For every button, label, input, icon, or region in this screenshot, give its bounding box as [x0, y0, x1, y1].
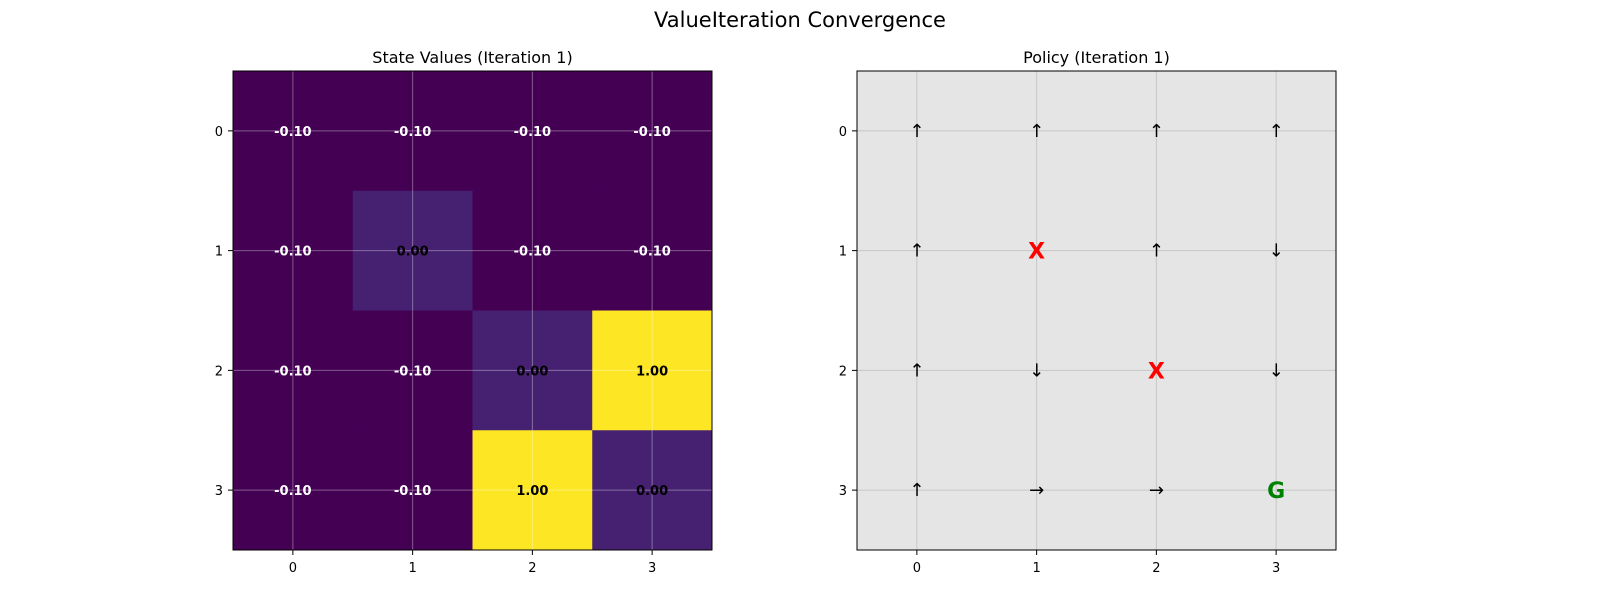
policy-arrow: ↓	[1269, 241, 1284, 262]
policy-arrow: ↑	[1029, 121, 1044, 142]
policy-arrow: ↑	[1269, 121, 1284, 142]
value-label: -0.10	[514, 245, 551, 260]
policy-background	[857, 71, 1336, 550]
policy-arrow: ↑	[909, 480, 924, 501]
value-label: 0.00	[516, 364, 548, 379]
value-label: -0.10	[633, 245, 670, 260]
heatmap-cell	[472, 430, 593, 551]
heatmap-cell	[233, 71, 354, 192]
value-label: 1.00	[516, 484, 548, 499]
heatmap-cell	[472, 190, 593, 311]
value-label: -0.10	[274, 484, 311, 499]
policy-arrow: ↑	[909, 121, 924, 142]
y-tick-label: 3	[839, 484, 847, 499]
value-label: -0.10	[394, 125, 431, 140]
x-tick-label: 2	[1152, 561, 1160, 576]
value-label: -0.10	[633, 125, 670, 140]
y-tick-label: 1	[215, 245, 223, 260]
heatmap-cell	[233, 430, 354, 551]
x-tick-label: 2	[528, 561, 536, 576]
heatmap-cell	[233, 310, 354, 431]
panel-title: State Values (Iteration 1)	[372, 48, 572, 67]
obstacle-marker: X	[1028, 240, 1045, 265]
y-tick-label: 0	[839, 125, 847, 140]
y-tick-label: 0	[215, 125, 223, 140]
x-tick-label: 3	[1272, 561, 1280, 576]
heatmap-cell	[592, 430, 713, 551]
value-label: 1.00	[636, 364, 668, 379]
heatmap-cell	[233, 190, 354, 311]
goal-marker: G	[1267, 479, 1285, 504]
heatmap-cell	[592, 190, 713, 311]
policy-arrow: ↑	[1149, 241, 1164, 262]
value-label: -0.10	[274, 245, 311, 260]
x-tick-label: 0	[289, 561, 297, 576]
value-label: -0.10	[274, 364, 311, 379]
value-label: -0.10	[394, 484, 431, 499]
policy-arrow: →	[1149, 480, 1164, 501]
policy-arrow: ↑	[909, 241, 924, 262]
heatmap-cell	[352, 190, 473, 311]
heatmap-cell	[352, 430, 473, 551]
figure-title: ValueIteration Convergence	[654, 8, 946, 32]
value-label: 0.00	[636, 484, 668, 499]
state-values-heatmap: -0.10 -0.10 -0.10 -0.10 -0.10 0.00 -0.10 -0.10 -…	[215, 48, 713, 576]
policy-arrow: →	[1029, 480, 1044, 501]
value-label: -0.10	[274, 125, 311, 140]
policy-arrow: ↓	[1029, 360, 1044, 381]
y-tick-label: 2	[215, 364, 223, 379]
x-tick-label: 1	[408, 561, 416, 576]
obstacle-marker: X	[1148, 359, 1165, 384]
heatmap-cell	[352, 310, 473, 431]
axes-frame	[232, 70, 713, 551]
x-tick-label: 3	[648, 561, 656, 576]
x-tick-label: 0	[913, 561, 921, 576]
policy-arrow: ↑	[1149, 121, 1164, 142]
policy-grid: ↑ ↑ ↑ ↑ ↑ X ↑ ↓ ↑ ↓ X ↓ ↑ → → G Policy (Iteration 1) 0 1 2 3…	[839, 48, 1337, 576]
value-label: -0.10	[394, 364, 431, 379]
heatmap-cell	[472, 310, 593, 431]
y-tick-label: 3	[215, 484, 223, 499]
policy-arrow: ↑	[909, 360, 924, 381]
heatmap-cell	[472, 71, 593, 192]
heatmap-cell	[592, 310, 713, 431]
policy-arrow: ↓	[1269, 360, 1284, 381]
panel-title: Policy (Iteration 1)	[1023, 48, 1170, 67]
value-label: 0.00	[397, 245, 429, 260]
value-label: -0.10	[514, 125, 551, 140]
heatmap-cell	[352, 71, 473, 192]
y-tick-label: 1	[839, 245, 847, 260]
y-tick-label: 2	[839, 364, 847, 379]
x-tick-label: 1	[1032, 561, 1040, 576]
heatmap-cell	[592, 71, 713, 192]
axes-frame	[856, 70, 1337, 551]
